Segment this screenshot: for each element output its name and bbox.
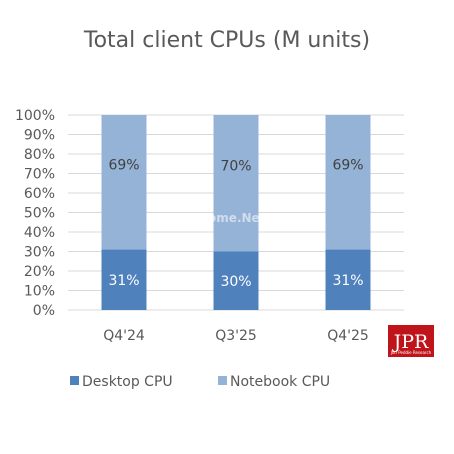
x-tick-label: Q4'24: [103, 328, 145, 344]
data-label: 31%: [332, 273, 363, 289]
y-tick-label: 0%: [33, 303, 55, 319]
y-tick-label: 10%: [24, 284, 55, 300]
y-tick-label: 30%: [24, 245, 55, 261]
bar-segment: [325, 115, 371, 250]
y-axis: 0% 10% 20% 30% 40% 50% 60% 70% 80% 90% 100%: [15, 108, 55, 319]
data-label: 30%: [220, 274, 251, 290]
bars: 31% 69% 30% 70% 31% 69%: [101, 115, 371, 310]
bar-segment: [213, 251, 259, 310]
x-tick-label: Q3'25: [215, 328, 257, 344]
y-tick-label: 100%: [15, 108, 55, 124]
x-axis: Q4'24 Q3'25 Q4'25: [103, 328, 369, 344]
legend-label: Desktop CPU: [82, 374, 173, 390]
y-tick-label: 20%: [24, 264, 55, 280]
jpr-logo-mark: JPR: [392, 331, 429, 353]
bar-segment: [101, 115, 147, 250]
chart-title: Total client CPUs (M units): [83, 28, 370, 53]
y-tick-label: 70%: [24, 167, 55, 183]
legend: Desktop CPU Notebook CPU: [70, 374, 330, 390]
data-label: 31%: [108, 273, 139, 289]
y-tick-label: 50%: [24, 206, 55, 222]
y-tick-label: 40%: [24, 225, 55, 241]
y-tick-label: 90%: [24, 128, 55, 144]
watermark-text: www.Jome.Net: [167, 211, 266, 225]
legend-swatch: [218, 376, 227, 385]
x-tick-label: Q4'25: [327, 328, 369, 344]
jpr-logo: JPR Jon Peddie Research: [388, 325, 434, 357]
data-label: 70%: [220, 158, 251, 174]
jpr-logo-background: [388, 325, 434, 357]
y-tick-label: 60%: [24, 186, 55, 202]
bar-segment: [213, 115, 259, 252]
bar-segment: [101, 249, 147, 310]
data-label: 69%: [332, 157, 363, 173]
data-label: 69%: [108, 157, 139, 173]
y-tick-label: 80%: [24, 147, 55, 163]
legend-label: Notebook CPU: [230, 374, 330, 390]
bar-segment: [325, 249, 371, 310]
legend-swatch: [70, 376, 79, 385]
jpr-logo-tagline: Jon Peddie Research: [390, 350, 432, 355]
